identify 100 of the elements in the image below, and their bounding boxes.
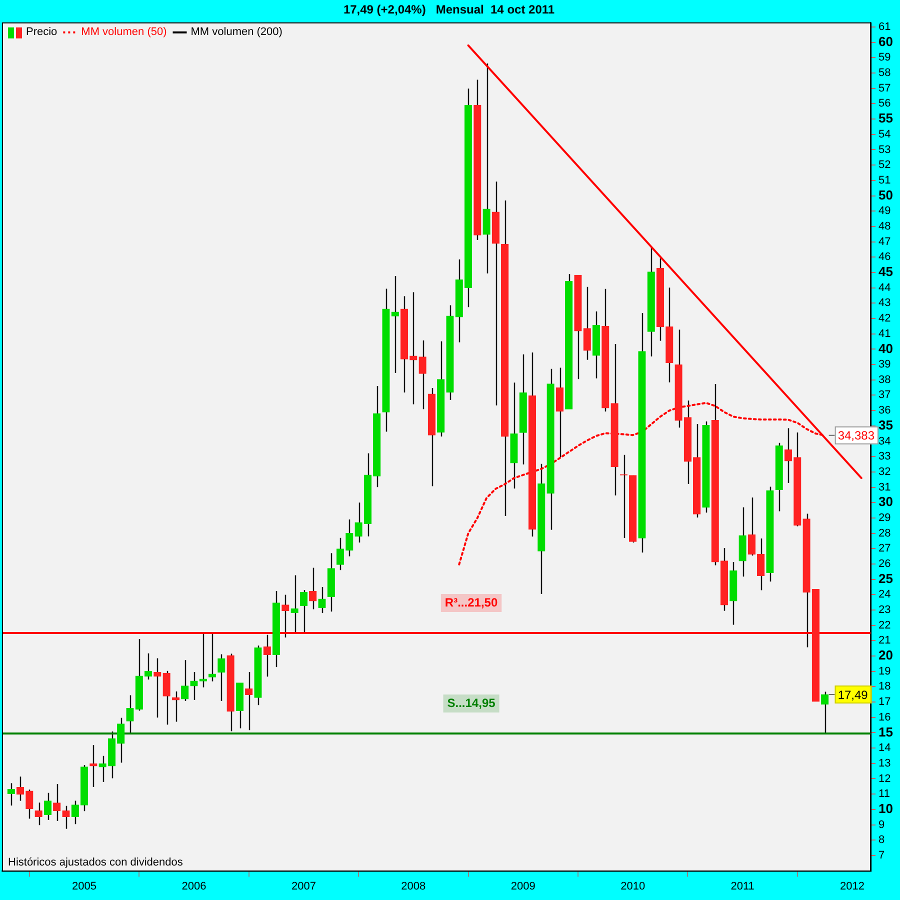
annotation: 17,49	[838, 688, 868, 702]
candlestick	[218, 654, 226, 702]
y-tick-label: 54	[878, 128, 891, 140]
candlestick	[16, 776, 24, 802]
candlestick	[290, 574, 298, 634]
candlestick	[98, 755, 106, 783]
y-tick-label: 46	[878, 251, 891, 264]
y-tick-label: 33	[878, 450, 891, 463]
candlestick	[62, 805, 70, 830]
y-tick-label: 44	[878, 282, 891, 294]
candlestick	[199, 632, 207, 688]
x-tick-label: 2006	[182, 880, 206, 892]
y-tick-label: 55	[878, 110, 894, 126]
candlestick	[418, 340, 426, 410]
candlestick	[144, 652, 152, 680]
legend-label: MM volumen (50)	[81, 26, 167, 38]
y-tick-label: 41	[878, 328, 891, 340]
y-tick-label: 51	[878, 174, 891, 186]
y-tick-label: 50	[878, 187, 894, 202]
candlestick	[583, 286, 591, 360]
candlestick	[44, 792, 52, 821]
candlestick	[26, 789, 34, 820]
candlestick	[821, 691, 829, 734]
legend-label: MM volumen (200)	[190, 26, 282, 38]
y-tick-label: 38	[878, 374, 891, 386]
y-tick-label: 61	[878, 21, 891, 34]
y-tick-label: 27	[878, 542, 891, 555]
y-tick-label: 9	[878, 818, 885, 831]
candlestick	[482, 62, 490, 274]
legend-label: Precio	[26, 26, 58, 38]
y-tick-label: 21	[878, 634, 891, 647]
candlestick	[71, 800, 79, 825]
y-tick-label: 34	[878, 435, 891, 448]
candlestick	[300, 589, 308, 634]
y-tick-label: 58	[878, 67, 891, 80]
y-tick-label: 39	[878, 358, 891, 371]
y-tick-label: 42	[878, 312, 891, 325]
annotation: 34,383	[838, 428, 875, 443]
y-tick-label: 29	[878, 512, 891, 524]
y-tick-label: 28	[878, 527, 891, 540]
x-tick-label: 2012	[840, 880, 864, 892]
ref-line-label: R³...21,50	[444, 595, 498, 610]
x-tick-label: 2009	[510, 880, 536, 892]
candlestick	[53, 784, 61, 822]
candlestick	[309, 567, 317, 610]
y-tick-label: 12	[878, 772, 891, 785]
y-tick-label: 60	[878, 34, 894, 49]
ref-line-label: S...14,95	[447, 696, 496, 710]
y-tick-label: 37	[878, 389, 891, 402]
candlestick	[354, 502, 362, 544]
y-tick-label: 24	[878, 588, 891, 601]
candlestick	[190, 671, 198, 700]
x-tick-label: 2005	[72, 880, 97, 892]
candlestick	[556, 367, 564, 458]
x-tick-label: 2010	[620, 880, 646, 892]
candlestick	[162, 670, 170, 726]
y-tick-label: 26	[878, 558, 891, 570]
candlestick	[263, 634, 271, 678]
y-tick-label: 25	[878, 570, 894, 586]
candlestick	[117, 717, 125, 764]
candlestick	[784, 428, 792, 484]
candlestick	[154, 658, 162, 718]
y-tick-label: 11	[878, 788, 890, 800]
y-tick-label: 47	[878, 236, 891, 248]
y-tick-label: 48	[878, 220, 891, 232]
y-tick-label: 30	[878, 494, 894, 510]
x-tick-label: 2008	[401, 880, 426, 892]
y-tick-label: 31	[878, 481, 891, 494]
x-tick-label: 2011	[730, 880, 754, 892]
annotation: Históricos ajustados con dividendos	[8, 856, 184, 868]
y-tick-label: 8	[878, 834, 885, 846]
y-tick-label: 52	[878, 159, 891, 172]
candlestick	[346, 518, 354, 557]
y-tick-label: 59	[878, 52, 891, 64]
y-tick-label: 53	[878, 144, 891, 156]
y-tick-label: 17	[878, 696, 891, 708]
y-tick-label: 57	[878, 82, 891, 94]
y-tick-label: 22	[878, 619, 891, 632]
y-tick-label: 10	[878, 801, 894, 816]
y-tick-label: 16	[878, 711, 891, 724]
y-tick-label: 49	[878, 205, 891, 218]
candlestick	[318, 586, 326, 614]
candlestick	[336, 537, 344, 571]
y-tick-label: 43	[878, 297, 891, 310]
candlestick	[181, 660, 189, 702]
candlestick	[738, 506, 746, 578]
x-tick-label: 2007	[291, 880, 316, 892]
y-tick-label: 32	[878, 466, 891, 478]
y-tick-label: 20	[878, 648, 894, 663]
y-tick-label: 40	[878, 340, 894, 356]
y-tick-label: 13	[878, 757, 891, 770]
y-tick-label: 45	[878, 264, 894, 280]
candlestick	[7, 782, 15, 806]
candlestick	[126, 694, 134, 734]
y-tick-label: 19	[878, 665, 891, 678]
y-tick-label: 23	[878, 604, 891, 616]
y-tick-label: 15	[878, 724, 894, 740]
y-tick-label: 7	[878, 849, 885, 862]
y-tick-label: 35	[878, 417, 894, 432]
chart-title: 17,49 (+2,04%) Mensual 14 oct 2011	[343, 2, 555, 17]
